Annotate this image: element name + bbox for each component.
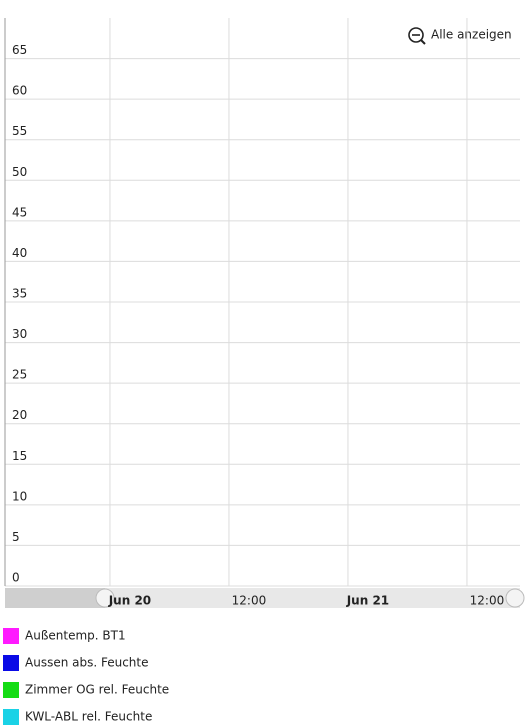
legend-label: Zimmer OG rel. Feuchte (25, 683, 169, 697)
legend-swatch (3, 682, 19, 698)
y-tick-label: 15 (12, 449, 27, 463)
zoom-icon (408, 27, 424, 43)
reset-zoom-label[interactable]: Alle anzeigen (431, 28, 512, 42)
y-tick-label: 45 (12, 205, 27, 219)
y-tick-label: 50 (12, 165, 27, 179)
legend-item[interactable]: Zimmer OG rel. Feuchte (3, 682, 169, 698)
legend-item[interactable]: KWL-ABL rel. Feuchte (3, 709, 152, 725)
y-tick-label: 35 (12, 287, 27, 301)
zoom-icon-handle (420, 39, 426, 45)
legend-swatch (3, 655, 19, 671)
x-tick-label: 12:00 (232, 594, 267, 608)
y-tick-label: 5 (12, 530, 20, 544)
legend-item[interactable]: Aussen abs. Feuchte (3, 655, 149, 671)
x-tick-label: Jun 20 (108, 594, 151, 608)
navigator[interactable] (5, 588, 520, 608)
y-tick-label: 25 (12, 368, 27, 382)
navigator-handle[interactable] (95, 588, 115, 608)
legend-item[interactable]: Außentemp. BT1 (3, 628, 126, 644)
legend-swatch (3, 709, 19, 725)
navigator-handle[interactable] (505, 588, 525, 608)
legend-label: Aussen abs. Feuchte (25, 656, 149, 670)
y-tick-label: 30 (12, 327, 27, 341)
reset-zoom-button[interactable]: Alle anzeigen (408, 27, 512, 45)
y-tick-label: 20 (12, 408, 27, 422)
legend-label: Außentemp. BT1 (25, 629, 126, 643)
navigator-mask (5, 588, 105, 608)
x-tick-label: 12:00 (470, 594, 505, 608)
legend-label: KWL-ABL rel. Feuchte (25, 710, 152, 724)
legend-swatch (3, 628, 19, 644)
y-tick-label: 10 (12, 489, 27, 503)
y-tick-label: 60 (12, 84, 27, 98)
x-tick-label: Jun 21 (346, 594, 389, 608)
y-tick-label: 65 (12, 43, 27, 57)
y-tick-label: 0 (12, 571, 20, 585)
y-tick-label: 40 (12, 246, 27, 260)
y-tick-label: 55 (12, 124, 27, 138)
